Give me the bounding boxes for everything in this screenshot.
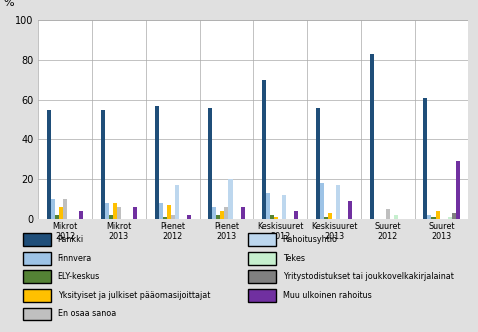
Bar: [386, 209, 390, 219]
Bar: [79, 211, 83, 219]
Bar: [212, 207, 217, 219]
FancyBboxPatch shape: [23, 307, 51, 320]
Bar: [225, 207, 228, 219]
Bar: [424, 98, 427, 219]
Bar: [369, 54, 374, 219]
Bar: [447, 217, 452, 219]
Bar: [220, 211, 225, 219]
Bar: [51, 199, 55, 219]
FancyBboxPatch shape: [23, 289, 51, 302]
Bar: [336, 185, 340, 219]
Text: %: %: [4, 0, 14, 8]
Bar: [105, 203, 109, 219]
Bar: [117, 207, 121, 219]
Bar: [171, 215, 174, 219]
Bar: [208, 108, 212, 219]
Bar: [167, 205, 171, 219]
Bar: [294, 211, 298, 219]
Bar: [217, 215, 220, 219]
Bar: [262, 80, 266, 219]
FancyBboxPatch shape: [23, 270, 51, 283]
Bar: [47, 110, 51, 219]
Bar: [432, 217, 435, 219]
Bar: [63, 199, 67, 219]
Bar: [101, 110, 105, 219]
Bar: [59, 207, 63, 219]
Bar: [266, 193, 270, 219]
Bar: [274, 217, 278, 219]
Text: Yksityiset ja julkiset pääomasijoittajat: Yksityiset ja julkiset pääomasijoittajat: [58, 291, 210, 300]
FancyBboxPatch shape: [23, 233, 51, 246]
Bar: [240, 207, 245, 219]
Bar: [282, 195, 286, 219]
Bar: [174, 185, 179, 219]
Bar: [113, 203, 117, 219]
Text: Yritystodistukset tai joukkovelkakirjalainat: Yritystodistukset tai joukkovelkakirjala…: [282, 272, 454, 281]
Bar: [109, 215, 113, 219]
Bar: [133, 207, 137, 219]
FancyBboxPatch shape: [248, 233, 276, 246]
Bar: [427, 215, 432, 219]
FancyBboxPatch shape: [248, 270, 276, 283]
Text: Muu ulkoinen rahoitus: Muu ulkoinen rahoitus: [282, 291, 371, 300]
Text: ELY-keskus: ELY-keskus: [58, 272, 100, 281]
Bar: [228, 179, 232, 219]
Bar: [159, 203, 163, 219]
Text: Rahoitusyhtiö: Rahoitusyhtiö: [282, 235, 337, 244]
Text: Tekes: Tekes: [282, 254, 304, 263]
Bar: [320, 183, 324, 219]
Bar: [316, 108, 320, 219]
Text: Finnvera: Finnvera: [58, 254, 92, 263]
FancyBboxPatch shape: [248, 289, 276, 302]
Bar: [435, 211, 440, 219]
FancyBboxPatch shape: [248, 252, 276, 265]
Bar: [187, 215, 191, 219]
Bar: [452, 213, 456, 219]
Bar: [328, 213, 332, 219]
Bar: [154, 106, 159, 219]
Text: En osaa sanoa: En osaa sanoa: [58, 309, 116, 318]
Bar: [270, 215, 274, 219]
Bar: [348, 201, 352, 219]
Bar: [394, 215, 398, 219]
Bar: [163, 217, 167, 219]
Bar: [456, 161, 460, 219]
FancyBboxPatch shape: [23, 252, 51, 265]
Bar: [55, 215, 59, 219]
Text: Pankki: Pankki: [58, 235, 84, 244]
Bar: [324, 217, 328, 219]
